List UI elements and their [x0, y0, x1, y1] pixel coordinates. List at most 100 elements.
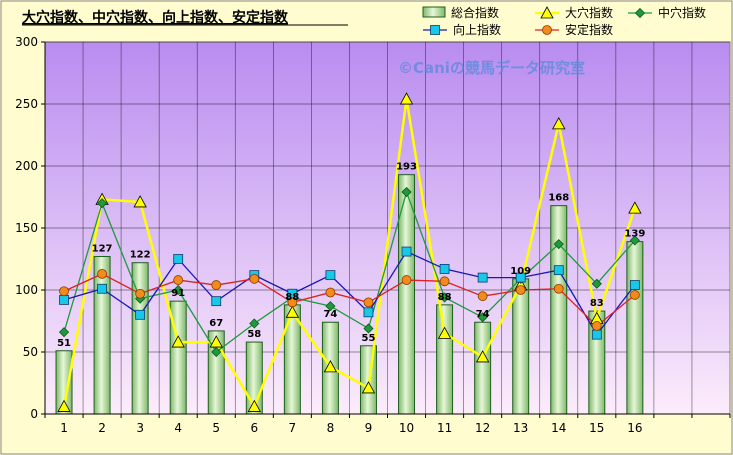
bar-total-12	[474, 321, 492, 415]
point-3-10	[401, 246, 412, 257]
point-3-9	[363, 307, 374, 318]
point-4-2	[97, 268, 107, 279]
bar-value-label: 127	[92, 244, 113, 255]
y-tick-label: 100	[15, 283, 38, 297]
point-2-14	[553, 239, 564, 250]
point-2-8	[325, 301, 336, 312]
y-tick-label: 200	[15, 159, 38, 173]
series-line-2	[63, 189, 636, 353]
point-1-12	[475, 350, 490, 363]
bar-value-label: 109	[510, 266, 531, 277]
point-2-1	[58, 327, 70, 338]
series-2	[63, 189, 636, 353]
series-markers-4	[59, 268, 640, 331]
bar-value-label: 74	[476, 309, 490, 320]
line-series	[57, 92, 642, 412]
bar-value-label: 67	[209, 318, 223, 329]
legend-label: 安定指数	[565, 22, 613, 37]
point-3-12	[477, 272, 488, 283]
bar-value-label: 74	[323, 309, 337, 320]
point-1-11	[437, 326, 452, 339]
point-4-9	[363, 297, 374, 308]
bar-value-label: 51	[57, 338, 71, 349]
legend-swatch-marker	[634, 7, 646, 19]
x-tick-label: 4	[174, 421, 182, 435]
point-4-15	[591, 321, 602, 331]
point-3-5	[211, 296, 222, 307]
point-4-7	[287, 297, 298, 308]
chart-title: 大穴指数、中穴指数、向上指数、安定指数	[22, 9, 289, 26]
x-tick-label: 13	[513, 421, 528, 435]
point-2-2	[97, 198, 108, 209]
point-3-15	[591, 329, 602, 340]
point-1-3	[133, 195, 147, 208]
point-4-12	[477, 291, 488, 302]
x-tick-label: 12	[475, 421, 490, 435]
legend-label: 向上指数	[453, 22, 501, 37]
point-4-1	[59, 286, 69, 297]
point-2-11	[439, 292, 450, 303]
point-1-10	[399, 92, 414, 105]
legend-swatch-marker	[540, 6, 554, 19]
bar-total-13	[512, 278, 530, 415]
legend-item: 安定指数	[535, 22, 613, 37]
point-2-6	[249, 318, 260, 329]
point-2-12	[477, 312, 488, 323]
point-4-8	[325, 287, 336, 298]
point-4-11	[439, 276, 450, 287]
point-2-4	[173, 284, 184, 296]
series-line-1	[62, 98, 637, 410]
x-tick-label: 3	[136, 421, 144, 435]
point-3-13	[515, 272, 526, 283]
bar-total-16	[626, 241, 644, 415]
point-1-1	[57, 399, 71, 412]
legend-swatch-bar	[422, 6, 446, 18]
bar-value-label: 83	[590, 298, 604, 309]
series-line-4	[63, 273, 636, 327]
point-2-5	[211, 346, 222, 358]
point-3-8	[325, 270, 336, 281]
bar-value-label: 122	[130, 250, 151, 261]
point-1-8	[323, 360, 338, 373]
x-tick-label: 8	[327, 421, 335, 435]
point-3-3	[135, 309, 146, 320]
point-1-9	[361, 381, 376, 394]
point-1-14	[552, 117, 566, 130]
legend-swatch-marker	[430, 25, 440, 35]
legend-swatch-marker	[542, 25, 552, 35]
point-2-9	[363, 323, 374, 334]
point-3-16	[629, 280, 640, 290]
point-4-14	[553, 283, 564, 294]
series-1	[62, 98, 637, 410]
point-3-2	[97, 283, 107, 294]
x-tick-label: 5	[212, 421, 220, 435]
legend-label: 総合指数	[451, 5, 499, 20]
bar-value-label: 55	[362, 333, 376, 344]
y-tick-label: 250	[15, 97, 38, 111]
grid	[45, 41, 730, 414]
y-tick-label: 150	[15, 221, 38, 235]
x-tick-label: 14	[551, 421, 566, 435]
bar-value-label: 193	[396, 162, 417, 173]
bar-total-14	[550, 205, 568, 415]
legend-item: 大穴指数	[535, 5, 613, 20]
point-1-6	[247, 399, 261, 412]
legend-item: 中穴指数	[628, 5, 706, 20]
point-2-16	[629, 235, 640, 246]
point-1-16	[628, 201, 642, 214]
x-tick-label: 7	[289, 421, 297, 435]
bar-value-label: 168	[548, 193, 569, 204]
y-tick-label: 0	[30, 407, 38, 421]
x-tick-label: 2	[98, 421, 106, 435]
bar-value-label: 91	[171, 288, 185, 299]
watermark-text: ©Caniの競馬データ研究室	[398, 59, 585, 77]
point-2-15	[591, 278, 602, 289]
series-markers-3	[59, 246, 640, 340]
x-tick-label: 10	[399, 421, 414, 435]
point-4-3	[135, 288, 146, 299]
bar-value-label: 88	[438, 292, 452, 303]
